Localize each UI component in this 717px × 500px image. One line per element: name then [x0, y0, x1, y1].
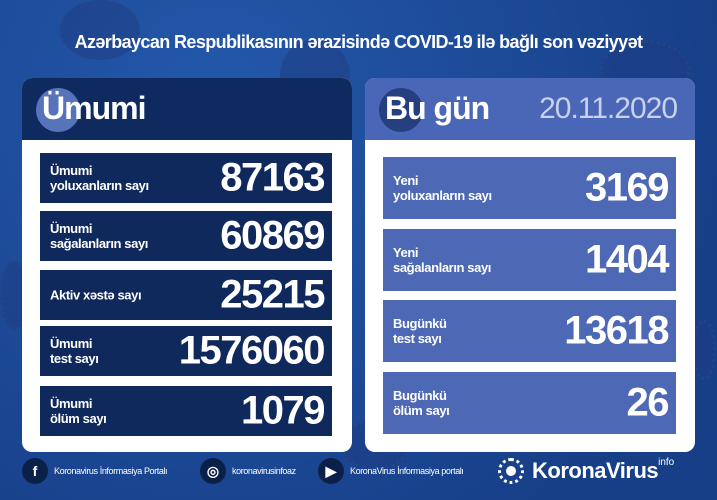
- stat-value: 60869: [220, 213, 325, 258]
- facebook-icon: f: [22, 458, 48, 484]
- virus-icon: [36, 88, 80, 132]
- stat-label: Ümumi yoluxanların sayı: [50, 163, 149, 193]
- stat-row: Bugünkü ölüm sayı 26: [383, 372, 676, 434]
- total-header: Ümumi: [22, 78, 352, 140]
- stat-value: 87163: [220, 155, 325, 200]
- youtube-icon: ▶: [318, 458, 344, 484]
- sun-icon: [498, 458, 524, 484]
- koronavirus-logo: KoronaVirus info: [498, 457, 674, 484]
- stat-label: Bugünkü test sayı: [393, 316, 447, 346]
- stat-value: 3169: [585, 165, 669, 210]
- stat-label: Yeni sağalanların sayı: [393, 245, 491, 275]
- stat-value: 1079: [241, 388, 325, 433]
- stat-value: 1576060: [178, 328, 326, 373]
- date: 20.11.2020: [539, 92, 678, 125]
- stat-value: 1404: [585, 237, 669, 282]
- virus-decoration-icon: [692, 320, 716, 380]
- instagram-icon: ◎: [200, 458, 226, 484]
- page-title: Azərbaycan Respublikasının ərazisində CO…: [74, 32, 643, 52]
- virus-icon: [379, 88, 423, 132]
- stat-label: Ümumi test sayı: [50, 336, 99, 366]
- stat-label: Ümumi ölüm sayı: [50, 396, 107, 426]
- stat-row: Ümumi test sayı 1576060: [40, 326, 332, 376]
- virus-decoration-icon: [60, 0, 140, 60]
- stat-row: Ümumi sağalanların sayı 60869: [40, 211, 332, 261]
- footer: f Koronavirus İnformasiya Portalı ◎ korona…: [0, 457, 717, 488]
- stat-row: Yeni yoluxanların sayı 3169: [383, 157, 676, 219]
- facebook-link[interactable]: f Koronavirus İnformasiya Portalı: [22, 458, 168, 484]
- stat-row: Yeni sağalanların sayı 1404: [383, 229, 676, 291]
- total-heading: Ümumi: [42, 90, 146, 126]
- stat-row: Ümumi yoluxanların sayı 87163: [40, 153, 332, 203]
- stat-label: Ümumi sağalanların sayı: [50, 221, 148, 251]
- stat-label: Bugünkü ölüm sayı: [393, 388, 450, 418]
- today-heading: Bu gün: [385, 90, 490, 126]
- stat-label: Yeni yoluxanların sayı: [393, 173, 492, 203]
- today-header: Bu gün 20.11.2020: [365, 78, 695, 140]
- stat-row: Ümumi ölüm sayı 1079: [40, 386, 332, 436]
- stat-value: 26: [626, 380, 670, 425]
- instagram-link[interactable]: ◎ koronavirusinfoaz: [200, 458, 296, 484]
- stat-value: 25215: [220, 272, 325, 317]
- today-panel: Bu gün 20.11.2020 Yeni yoluxanların sayı …: [365, 78, 695, 452]
- youtube-link[interactable]: ▶ KoronaVirus İnformasiya portalı: [318, 458, 464, 484]
- total-panel: Ümumi Ümumi yoluxanların sayı 87163 Ümumi s…: [22, 78, 352, 452]
- stat-row: Bugünkü test sayı 13618: [383, 300, 676, 362]
- stat-row: Aktiv xəstə sayı 25215: [40, 270, 332, 320]
- stat-value: 13618: [564, 308, 669, 353]
- stat-label: Aktiv xəstə sayı: [50, 287, 142, 303]
